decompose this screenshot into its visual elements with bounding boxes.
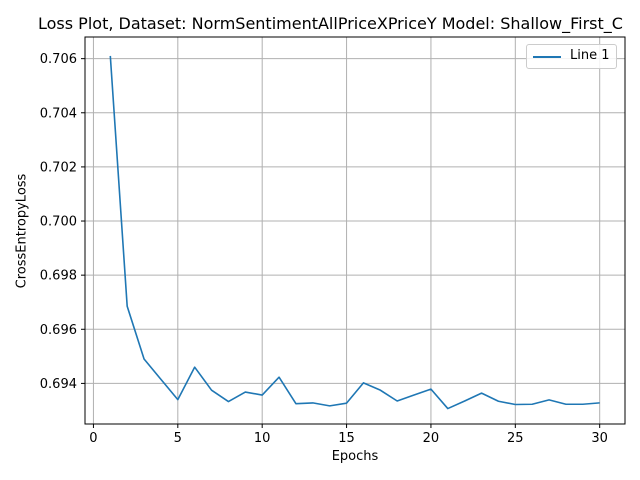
y-tick-label: 0.700 <box>40 215 77 230</box>
legend-label: Line 1 <box>570 48 610 63</box>
x-tick-label: 20 <box>423 431 440 446</box>
series-line-1 <box>109 55 600 410</box>
x-tick-label: 25 <box>507 431 524 446</box>
x-tick-label: 5 <box>174 431 182 446</box>
x-tick-label: 30 <box>591 431 608 446</box>
x-tick-label: 15 <box>338 431 355 446</box>
y-tick-label: 0.702 <box>40 160 77 175</box>
y-tick-label: 0.694 <box>40 377 77 392</box>
legend: Line 1 <box>526 44 617 69</box>
legend-line-swatch <box>533 56 561 58</box>
x-axis-label: Epochs <box>331 449 379 464</box>
chart-title: Loss Plot, Dataset: NormSentimentAllPric… <box>38 14 623 33</box>
y-axis-label: CrossEntropyLoss <box>14 173 30 289</box>
y-tick-label: 0.698 <box>40 269 77 284</box>
y-tick-label: 0.706 <box>40 52 77 67</box>
plot-frame <box>84 36 626 425</box>
x-tick-label: 0 <box>89 431 97 446</box>
y-tick-label: 0.704 <box>40 106 77 121</box>
y-tick-label: 0.696 <box>40 323 77 338</box>
x-tick-label: 10 <box>254 431 271 446</box>
